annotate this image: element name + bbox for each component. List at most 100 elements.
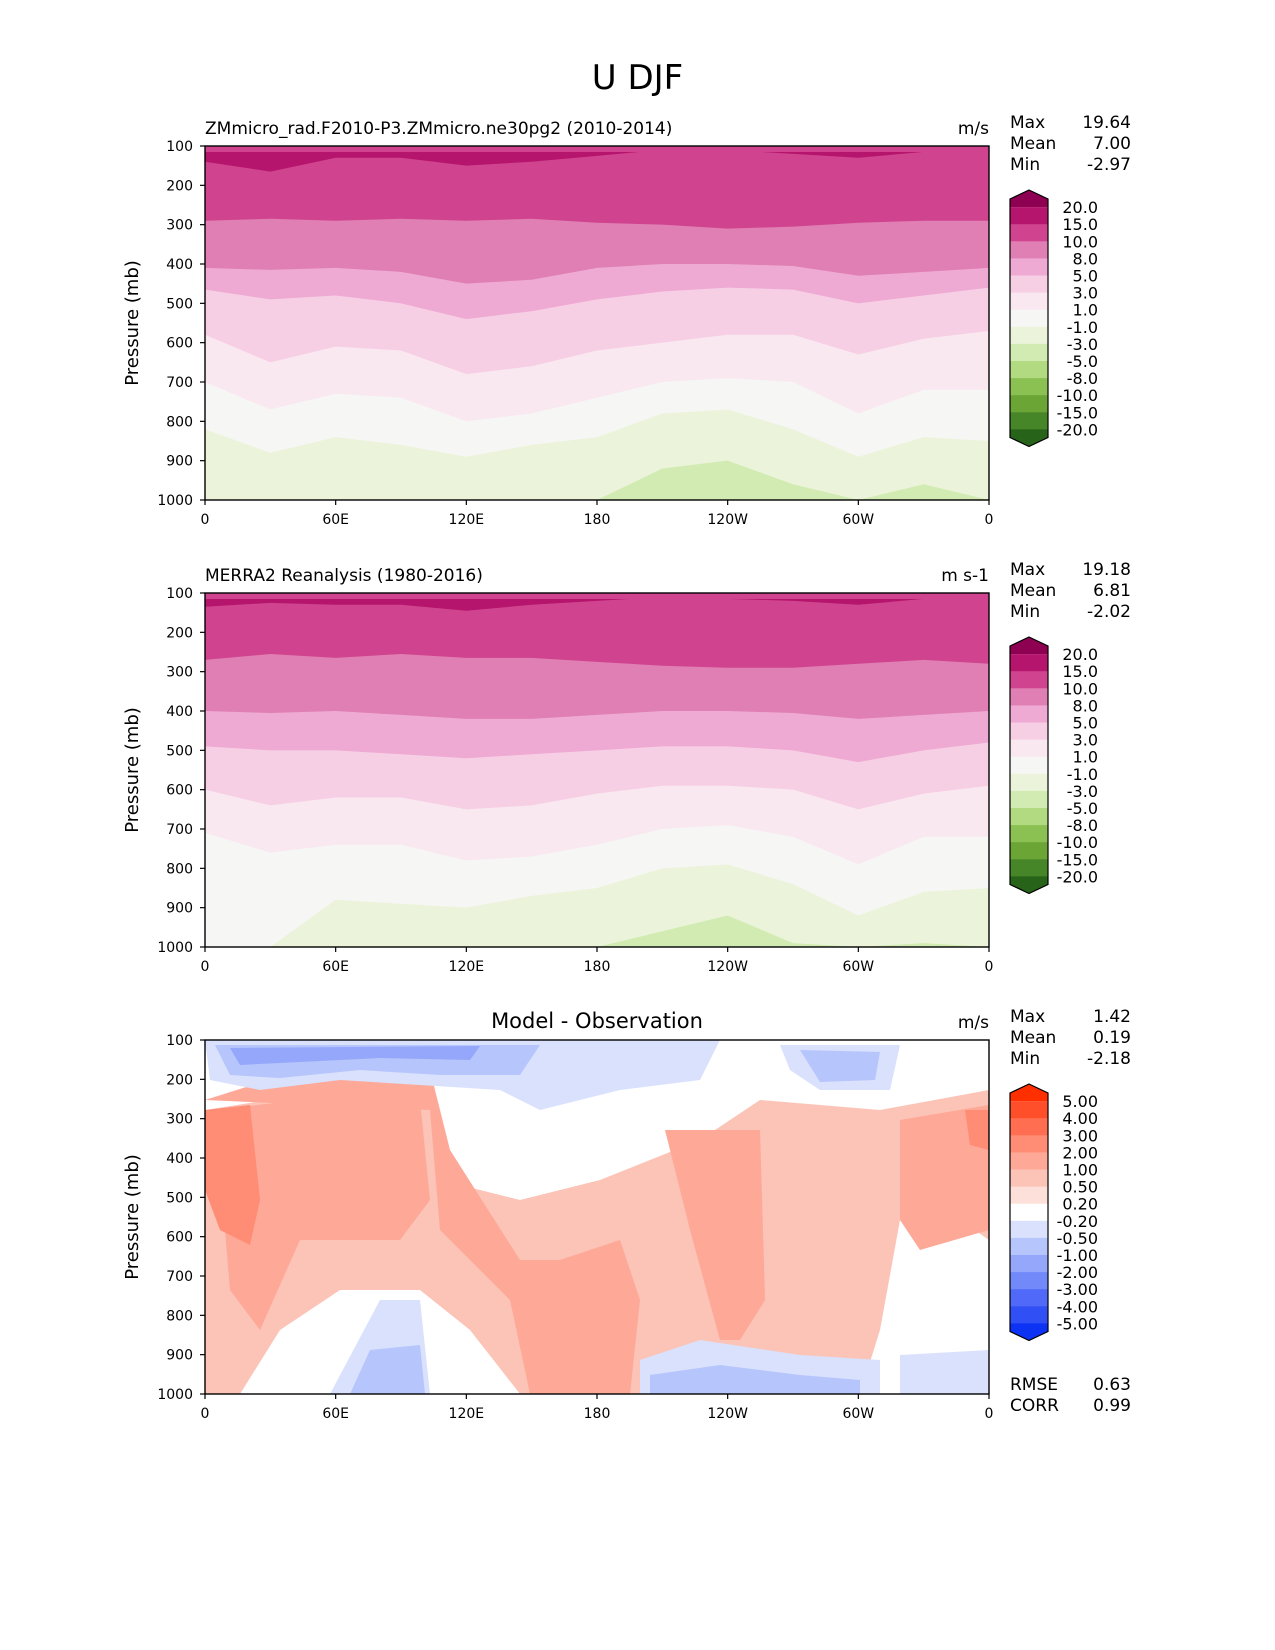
- x-tick-label: 0: [201, 512, 210, 528]
- colorbar-tick-label: -1.0: [1067, 765, 1098, 784]
- colorbar-tick-label: -3.00: [1057, 1280, 1098, 1299]
- colorbar-segment: [1010, 1203, 1048, 1222]
- contour-band-top: [205, 593, 989, 599]
- y-tick-label: 700: [166, 375, 193, 391]
- panel-test: ZMmicro_rad.F2010-P3.ZMmicro.ne30pg2 (20…: [122, 113, 1131, 528]
- x-tick-label: 180: [584, 512, 611, 528]
- colorbar-tick-label: -20.0: [1057, 420, 1098, 439]
- colorbar-segment: [1010, 1220, 1048, 1239]
- colorbar-tick-label: -0.20: [1057, 1212, 1098, 1231]
- colorbar-tick-label: 15.0: [1062, 215, 1098, 234]
- stat-label: Max: [1010, 1007, 1045, 1027]
- panel-difference: Model - Observation m/s 100 200 300 400 500 600…: [122, 1007, 1131, 1422]
- colorbar-tick-label: 8.0: [1073, 696, 1098, 715]
- colorbar-segment: [1010, 1169, 1048, 1188]
- y-tick-label: 100: [166, 1033, 193, 1049]
- colorbar-tick-label: -8.0: [1067, 369, 1098, 388]
- y-axis-label: Pressure (mb): [122, 260, 143, 386]
- colorbar-segment: [1010, 859, 1048, 877]
- x-tick-label: 180: [584, 959, 611, 975]
- colorbar-segment: [1010, 378, 1048, 396]
- stat-label: Mean: [1010, 1028, 1056, 1048]
- x-tick-label: 60E: [322, 512, 349, 528]
- colorbar-segment: [1010, 1118, 1048, 1136]
- colorbar-segment: [1010, 395, 1048, 413]
- y-tick-label: 300: [166, 218, 193, 234]
- colorbar-tick-label: 10.0: [1062, 679, 1098, 698]
- colorbar-segment: [1010, 224, 1048, 242]
- colorbar-segment: [1010, 326, 1048, 345]
- colorbar-tick-label: -1.00: [1057, 1246, 1098, 1265]
- y-tick-label: 100: [166, 139, 193, 155]
- colorbar-tick-label: 0.20: [1062, 1195, 1098, 1214]
- colorbar-segment: [1010, 688, 1048, 706]
- x-tick-label: 60E: [322, 1406, 349, 1422]
- contour-region: [665, 1130, 765, 1340]
- colorbar-tick-label: -15.0: [1057, 403, 1098, 422]
- colorbar-extend-top: [1010, 190, 1048, 208]
- x-tick-label: 120W: [707, 959, 748, 975]
- x-tick-label: 180: [584, 1406, 611, 1422]
- contour-region: [350, 1345, 425, 1394]
- stat-value: 0.99: [1093, 1396, 1131, 1416]
- colorbar-segment: [1010, 1152, 1048, 1170]
- stat-label: Max: [1010, 113, 1045, 133]
- stat-value: -2.97: [1087, 155, 1131, 175]
- stat-label: Min: [1010, 1049, 1040, 1069]
- colorbar-tick-label: -10.0: [1057, 386, 1098, 405]
- contour-region: [230, 1046, 480, 1065]
- panel-reference: MERRA2 Reanalysis (1980-2016) m s-1 100 200…: [122, 560, 1131, 975]
- x-tick-label: 120W: [707, 512, 748, 528]
- colorbar-tick-label: 20.0: [1062, 645, 1098, 664]
- stat-value: 0.19: [1093, 1028, 1131, 1048]
- x-tick-label: 0: [985, 1406, 994, 1422]
- figure-title: U DJF: [591, 58, 684, 98]
- units-label: m s-1: [941, 566, 989, 586]
- colorbar-tick-label: 5.00: [1062, 1092, 1098, 1111]
- x-tick-label: 0: [201, 1406, 210, 1422]
- colorbar-tick-label: -20.0: [1057, 867, 1098, 886]
- y-tick-label: 300: [166, 1112, 193, 1128]
- stat-value: -2.02: [1087, 602, 1131, 622]
- colorbar-tick-label: 1.0: [1073, 748, 1098, 767]
- colorbar: 20.015.010.08.05.03.01.0-1.0-3.0-5.0-8.0…: [1009, 189, 1098, 448]
- y-tick-label: 500: [166, 296, 193, 312]
- y-axis-label: Pressure (mb): [122, 707, 143, 833]
- colorbar-segment: [1010, 361, 1048, 379]
- colorbar: 20.015.010.08.05.03.01.0-1.0-3.0-5.0-8.0…: [1009, 636, 1098, 895]
- y-tick-label: 200: [166, 1072, 193, 1088]
- colorbar-segment: [1010, 343, 1048, 362]
- stat-label: Min: [1010, 155, 1040, 175]
- colorbar-tick-label: 1.0: [1073, 301, 1098, 320]
- colorbar-tick-label: -5.00: [1057, 1314, 1098, 1333]
- colorbar: 5.004.003.002.001.000.500.20-0.20-0.50-1…: [1009, 1083, 1098, 1342]
- colorbar-tick-label: 5.0: [1073, 267, 1098, 286]
- stat-label: Max: [1010, 560, 1045, 580]
- contour-region: [900, 1350, 989, 1394]
- colorbar-tick-label: 3.00: [1062, 1126, 1098, 1145]
- y-tick-label: 900: [166, 901, 193, 917]
- x-tick-label: 120W: [707, 1406, 748, 1422]
- colorbar-segment: [1010, 207, 1048, 225]
- contour-region: [965, 1110, 989, 1150]
- y-tick-label: 800: [166, 414, 193, 430]
- y-tick-label: 1000: [157, 493, 193, 509]
- colorbar-tick-label: 20.0: [1062, 198, 1098, 217]
- colorbar-segment: [1010, 275, 1048, 294]
- colorbar-tick-label: -3.0: [1067, 335, 1098, 354]
- contour-region: [205, 1070, 640, 1394]
- colorbar-tick-label: 8.0: [1073, 249, 1098, 268]
- panel-title: Model - Observation: [491, 1009, 703, 1033]
- colorbar-segment: [1010, 258, 1048, 276]
- stat-value: 6.81: [1093, 581, 1131, 601]
- colorbar-segment: [1010, 654, 1048, 672]
- stat-label: CORR: [1010, 1396, 1059, 1416]
- colorbar-tick-label: -3.0: [1067, 782, 1098, 801]
- units-label: m/s: [958, 119, 989, 139]
- colorbar-segment: [1010, 412, 1048, 430]
- stat-value: -2.18: [1087, 1049, 1131, 1069]
- y-tick-label: 700: [166, 822, 193, 838]
- colorbar-segment: [1010, 808, 1048, 826]
- colorbar-segment: [1010, 1101, 1048, 1119]
